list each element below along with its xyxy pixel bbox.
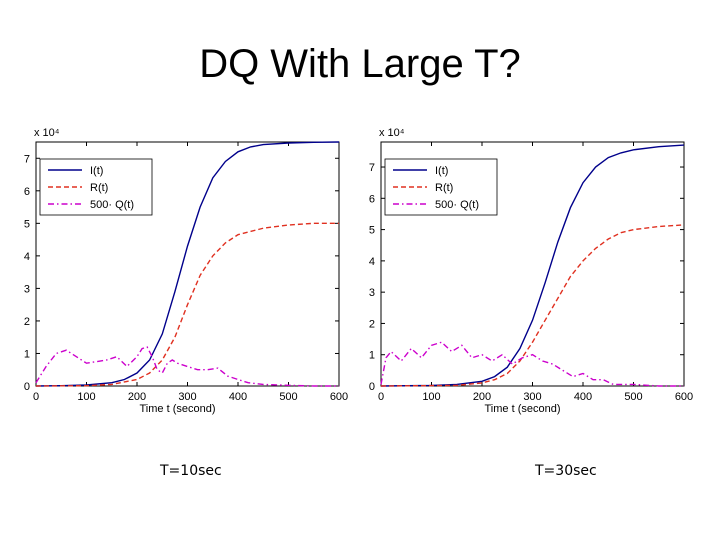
x-tick-label: 0 <box>33 391 39 403</box>
x-tick-label: 300 <box>178 391 196 403</box>
x-tick-label: 200 <box>128 391 146 403</box>
y-tick-label: 7 <box>24 153 30 165</box>
y-tick-label: 6 <box>24 186 30 198</box>
y-tick-label: 4 <box>24 251 30 263</box>
y-tick-label: 7 <box>369 162 375 174</box>
caption-t30: T=30sec <box>535 463 597 479</box>
series-line-2 <box>35 346 339 387</box>
x-tick-label: 600 <box>330 391 348 403</box>
x-tick-label: 100 <box>422 391 440 403</box>
caption-t10: T=10sec <box>160 463 222 479</box>
y-tick-label: 0 <box>369 381 375 393</box>
chart-t10: x 10⁴ 0 100 200 300 400 500 600 0 1 2 3 4 5 6 7 Time t (… <box>0 118 355 433</box>
y-tick-label: 4 <box>369 256 375 268</box>
chart-t30-svg: x 10⁴ 0 100 200 300 400 500 600 0 1 2 3 4 5 6 7 Time t (… <box>369 127 693 415</box>
x-tick-label: 100 <box>77 391 95 403</box>
x-tick-label: 300 <box>523 391 541 403</box>
x-tick-label: 600 <box>675 391 693 403</box>
x-tick-label: 500 <box>279 391 297 403</box>
y-tick-label: 1 <box>24 348 30 360</box>
series-line-0 <box>380 144 685 387</box>
x-tick-label: 400 <box>574 391 592 403</box>
y-multiplier: x 10⁴ <box>34 127 60 139</box>
y-tick-label: 3 <box>369 287 375 299</box>
slide-title: DQ With Large T? <box>199 42 521 86</box>
y-tick-label: 5 <box>369 225 375 237</box>
legend-label-2: 500· Q(t) <box>90 199 134 211</box>
chart-t30: x 10⁴ 0 100 200 300 400 500 600 0 1 2 3 4 5 6 7 Time t (… <box>345 118 700 433</box>
x-tick-label: 500 <box>624 391 642 403</box>
y-tick-label: 3 <box>24 283 30 295</box>
legend-label-0: I(t) <box>90 165 103 177</box>
legend-label-1: R(t) <box>90 182 108 194</box>
y-tick-label: 2 <box>24 316 30 328</box>
x-tick-label: 200 <box>473 391 491 403</box>
legend-label-2: 500· Q(t) <box>435 199 479 211</box>
y-tick-label: 0 <box>24 381 30 393</box>
y-tick-label: 2 <box>369 318 375 330</box>
series-line-1 <box>380 224 685 387</box>
x-tick-label: 0 <box>378 391 384 403</box>
legend-label-1: R(t) <box>435 182 453 194</box>
chart-t10-svg: x 10⁴ 0 100 200 300 400 500 600 0 1 2 3 4 5 6 7 Time t (… <box>24 127 348 415</box>
x-axis-label: Time t (second) <box>484 403 560 415</box>
y-tick-label: 1 <box>369 350 375 362</box>
series-line-2 <box>380 341 684 387</box>
legend-label-0: I(t) <box>435 165 448 177</box>
series-line-0 <box>35 141 340 387</box>
series-line-1 <box>35 222 339 387</box>
y-tick-label: 5 <box>24 218 30 230</box>
y-tick-label: 6 <box>369 193 375 205</box>
y-multiplier: x 10⁴ <box>379 127 405 139</box>
x-tick-label: 400 <box>229 391 247 403</box>
x-axis-label: Time t (second) <box>139 403 215 415</box>
